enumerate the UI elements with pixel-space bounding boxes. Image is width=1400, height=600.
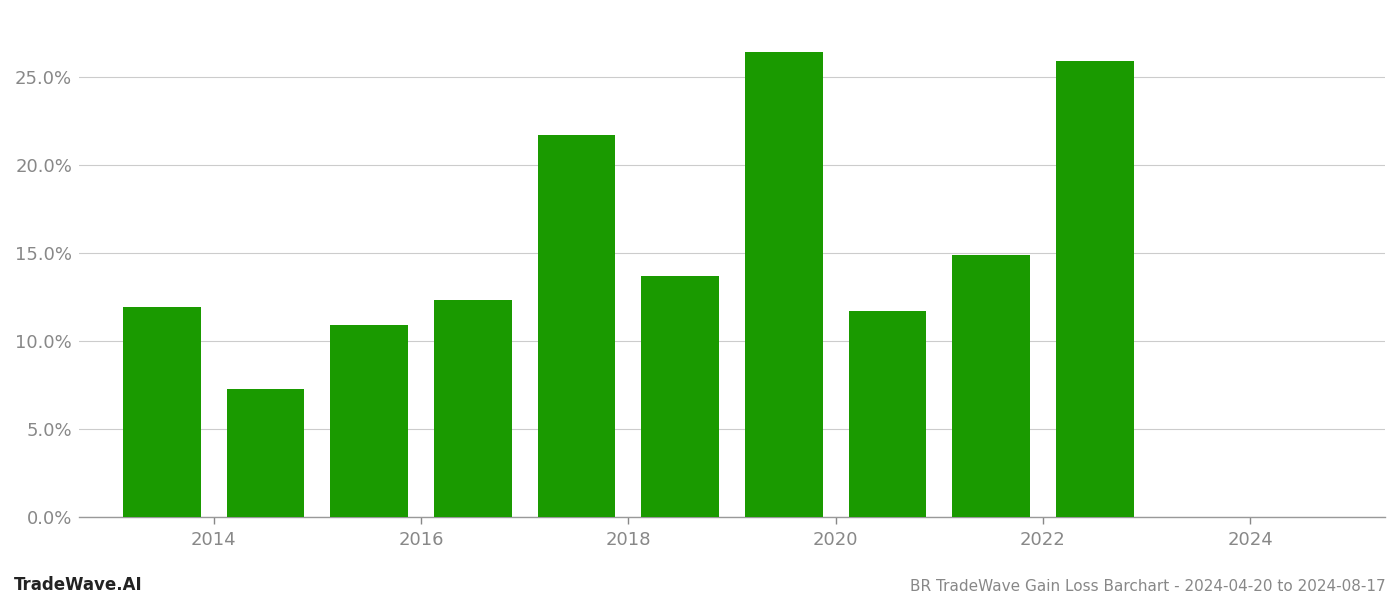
- Bar: [330, 325, 409, 517]
- Bar: [123, 307, 200, 517]
- Bar: [641, 276, 720, 517]
- Bar: [227, 389, 304, 517]
- Text: BR TradeWave Gain Loss Barchart - 2024-04-20 to 2024-08-17: BR TradeWave Gain Loss Barchart - 2024-0…: [910, 579, 1386, 594]
- Bar: [538, 135, 616, 517]
- Bar: [745, 52, 823, 517]
- Text: TradeWave.AI: TradeWave.AI: [14, 576, 143, 594]
- Bar: [848, 311, 927, 517]
- Bar: [434, 301, 512, 517]
- Bar: [952, 254, 1030, 517]
- Bar: [1056, 61, 1134, 517]
